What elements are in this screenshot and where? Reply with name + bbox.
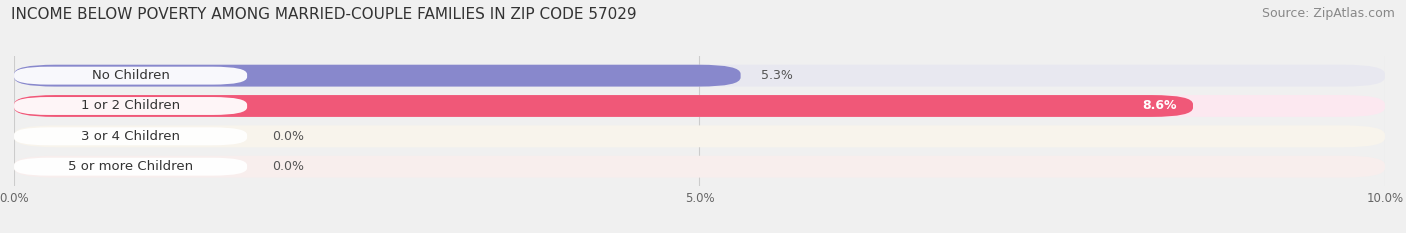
FancyBboxPatch shape (14, 125, 1385, 147)
Text: 5.3%: 5.3% (761, 69, 793, 82)
FancyBboxPatch shape (14, 156, 1385, 178)
Text: 5 or more Children: 5 or more Children (67, 160, 193, 173)
Text: 0.0%: 0.0% (271, 160, 304, 173)
FancyBboxPatch shape (14, 65, 1385, 87)
FancyBboxPatch shape (14, 97, 247, 115)
Text: 8.6%: 8.6% (1142, 99, 1177, 113)
FancyBboxPatch shape (14, 67, 247, 85)
FancyBboxPatch shape (14, 95, 1192, 117)
Text: No Children: No Children (91, 69, 170, 82)
Text: INCOME BELOW POVERTY AMONG MARRIED-COUPLE FAMILIES IN ZIP CODE 57029: INCOME BELOW POVERTY AMONG MARRIED-COUPL… (11, 7, 637, 22)
Text: 0.0%: 0.0% (271, 130, 304, 143)
Text: 3 or 4 Children: 3 or 4 Children (82, 130, 180, 143)
FancyBboxPatch shape (14, 158, 247, 176)
FancyBboxPatch shape (14, 65, 741, 87)
FancyBboxPatch shape (14, 127, 247, 145)
Text: Source: ZipAtlas.com: Source: ZipAtlas.com (1261, 7, 1395, 20)
Text: 1 or 2 Children: 1 or 2 Children (82, 99, 180, 113)
FancyBboxPatch shape (14, 95, 1385, 117)
